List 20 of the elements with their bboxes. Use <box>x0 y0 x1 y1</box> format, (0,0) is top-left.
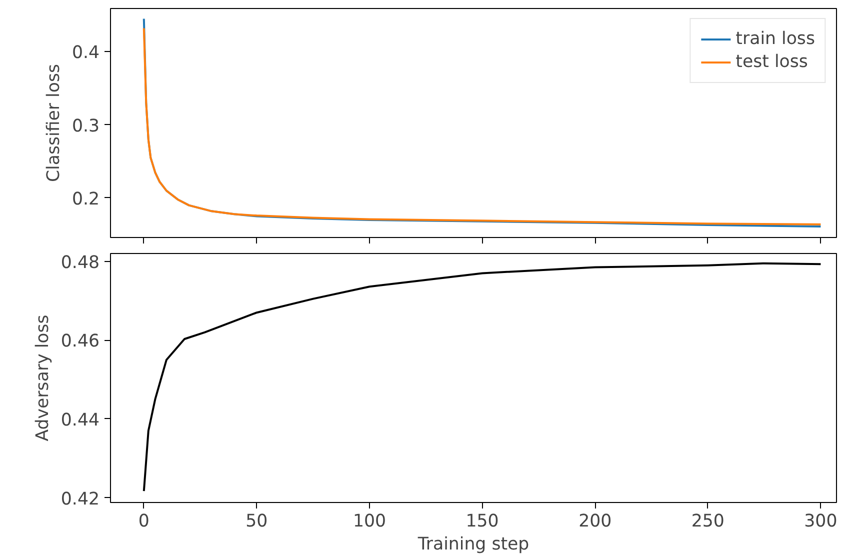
x-tick-label: 50 <box>246 512 268 532</box>
y-tick-label: 0.3 <box>72 116 100 136</box>
y-tick-label: 0.44 <box>60 410 100 430</box>
x-tick-label: 300 <box>804 512 838 532</box>
y-tick-label: 0.46 <box>60 332 100 352</box>
x-tick-label: 150 <box>466 512 499 532</box>
x-tick-label: 100 <box>352 512 386 532</box>
x-tick-label: 0 <box>138 512 150 532</box>
y-axis-title: Classifier loss <box>44 64 64 182</box>
y-tick-label: 0.48 <box>60 252 100 273</box>
x-tick-label: 200 <box>578 512 612 532</box>
legend-label: test loss <box>736 52 808 72</box>
y-tick-label: 0.42 <box>60 489 100 510</box>
x-tick-label: 250 <box>691 512 724 532</box>
y-tick-label: 0.2 <box>72 189 100 210</box>
legend-label: train loss <box>736 29 815 49</box>
x-axis-title: Training step <box>416 534 530 554</box>
y-tick-label: 0.4 <box>72 43 100 64</box>
line-series <box>142 262 822 492</box>
y-axis-title: Adversary loss <box>32 314 53 442</box>
